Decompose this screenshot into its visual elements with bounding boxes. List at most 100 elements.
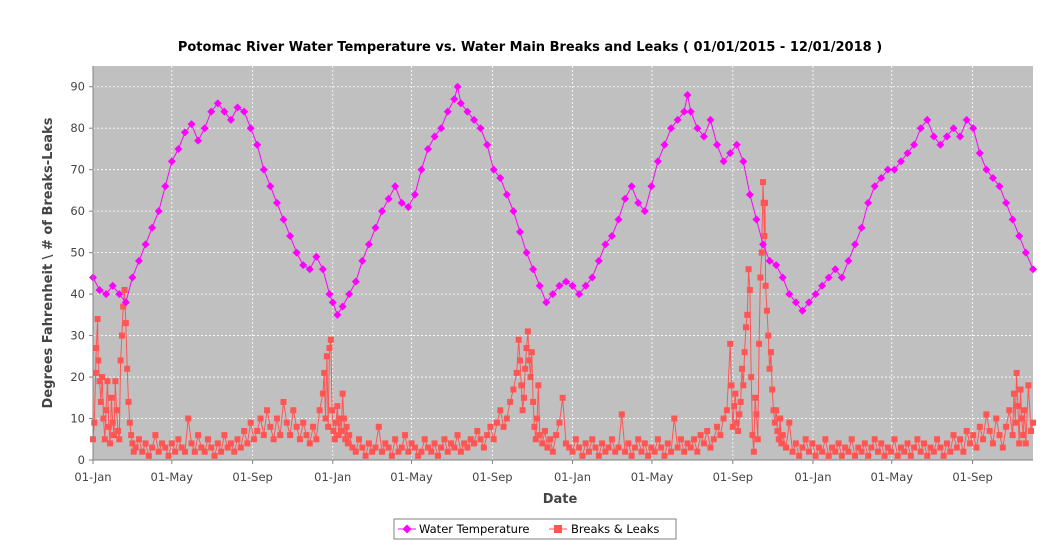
data-point [536,432,543,439]
data-point [359,444,366,451]
data-point [903,149,912,158]
data-point [888,448,895,455]
data-point [529,265,538,274]
data-point [861,440,868,447]
data-point [920,440,927,447]
data-point [599,440,606,447]
data-point [818,281,827,290]
data-point [161,182,170,191]
data-point [929,132,938,141]
data-point [329,407,336,414]
data-point [167,157,176,166]
data-point [687,444,694,451]
data-point [113,407,120,414]
data-point [819,448,826,455]
data-point [342,436,349,443]
data-point [907,452,914,459]
data-point [704,427,711,434]
data-point [402,432,409,439]
data-point [207,107,216,116]
data-point [384,194,393,203]
data-point [559,394,566,401]
data-point [773,407,780,414]
data-point [710,436,717,443]
data-point [1020,432,1027,439]
data-point [480,444,487,451]
data-point [693,124,702,133]
data-point [924,452,931,459]
data-point [953,444,960,451]
data-point [681,448,688,455]
data-point [731,403,738,410]
data-point [769,386,776,393]
data-point [976,423,983,430]
data-point [187,120,196,129]
data-point [487,423,494,430]
data-point [264,407,271,414]
data-point [535,281,544,290]
data-point [838,452,845,459]
data-point [1012,419,1019,426]
data-point [198,444,205,451]
data-point [864,198,873,207]
data-point [936,140,945,149]
data-point [865,452,872,459]
data-point [100,415,107,422]
data-point [815,444,822,451]
data-point [441,436,448,443]
data-point [349,444,356,451]
data-point [270,436,277,443]
y-ticks: 0 10 20 30 40 50 60 70 80 90 [70,80,93,467]
data-point [120,303,127,310]
data-point [1028,427,1035,434]
data-point [728,382,735,389]
data-point [410,190,419,199]
data-point [739,365,746,372]
data-point [188,440,195,447]
data-point [822,436,829,443]
data-point [548,290,557,299]
data-point [588,273,597,282]
data-point [469,115,478,124]
data-point [335,432,342,439]
data-point [765,332,772,339]
data-point [95,357,102,364]
data-point [226,115,235,124]
data-point [614,215,623,224]
y-tick-label: 40 [70,287,85,301]
data-point [763,307,770,314]
data-point [736,411,743,418]
data-point [434,452,441,459]
data-point [756,340,763,347]
data-point [260,432,267,439]
data-point [310,423,317,430]
data-point [259,165,268,174]
data-point [549,448,556,455]
data-point [116,436,123,443]
data-point [917,448,924,455]
data-point [431,440,438,447]
series-breaks-leaks [90,179,1036,459]
data-point [418,448,425,455]
x-tick-label: 01-Jan [794,470,831,484]
data-point [518,382,525,389]
data-point [713,140,722,149]
data-point [194,136,203,145]
data-point [234,436,241,443]
data-point [627,182,636,191]
data-point [778,440,785,447]
data-point [732,390,739,397]
legend-breaks-label: Breaks & Leaks [571,522,659,536]
data-point [625,440,632,447]
data-point [766,365,773,372]
data-point [883,165,892,174]
data-point [388,452,395,459]
chart-title: Potomac River Water Temperature vs. Wate… [178,40,882,55]
data-point [874,448,881,455]
data-point [1010,390,1017,397]
data-point [631,444,638,451]
data-point [697,432,704,439]
data-point [325,423,332,430]
data-point [706,115,715,124]
